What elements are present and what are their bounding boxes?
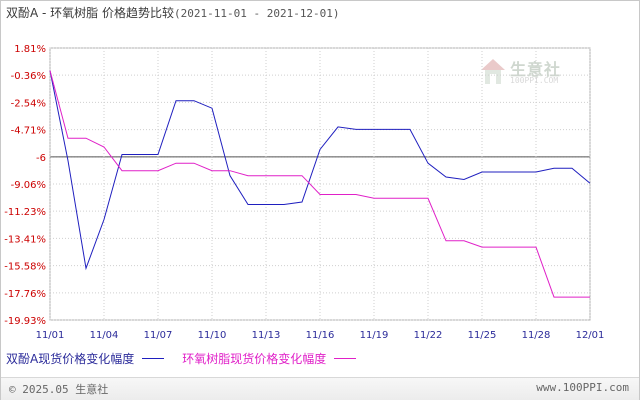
grid — [49, 47, 591, 321]
watermark-url: 100PPI.COM — [510, 76, 559, 85]
line-chart: 1.81% -0.36% -2.54% -4.71% -6 -9.06% -11.23% -1… — [4, 44, 605, 341]
x-tick-label: 11/04 — [90, 330, 119, 341]
y-tick-label: -19.93% — [4, 316, 46, 327]
series-line-1 — [49, 70, 591, 271]
x-tick-label: 11/19 — [360, 330, 389, 341]
footer-copyright: © 2025.05 生意社 — [9, 383, 109, 396]
y-axis-ticks: 1.81% -0.36% -2.54% -4.71% -6 -9.06% -11.23% -1… — [4, 44, 46, 327]
legend-label-series2: 环氧树脂现货价格变化幅度 — [182, 352, 327, 366]
chart-title: 双酚A - 环氧树脂 价格趋势比较(2021-11-01 - 2021-12-0… — [6, 4, 340, 21]
x-axis-ticks: 11/01 11/04 11/07 11/10 11/13 11/16 11/19 11/22… — [36, 330, 605, 341]
x-tick-label: 11/25 — [468, 330, 497, 341]
y-tick-label: -2.54% — [11, 98, 46, 109]
legend: 双酚A现货价格变化幅度 环氧树脂现货价格变化幅度 — [6, 350, 374, 367]
series-lines — [49, 70, 591, 298]
x-tick-label: 11/07 — [144, 330, 173, 341]
legend-item-series1: 双酚A现货价格变化幅度 — [6, 350, 165, 367]
y-tick-label: -11.23% — [4, 207, 46, 218]
y-tick-label: -17.76% — [4, 289, 46, 300]
x-tick-label: 12/01 — [576, 330, 605, 341]
y-tick-label: -15.58% — [4, 262, 46, 273]
legend-swatch-series1 — [142, 358, 165, 359]
y-tick-label: -9.06% — [11, 180, 46, 191]
footer-bar: © 2025.05 生意社 www.100PPI.com — [1, 377, 639, 400]
legend-swatch-series2 — [334, 358, 357, 359]
y-tick-label: -6 — [36, 153, 46, 164]
series-line-2 — [49, 70, 590, 298]
y-tick-label: -0.36% — [11, 71, 46, 82]
x-tick-label: 11/13 — [252, 330, 281, 341]
x-tick-label: 11/01 — [36, 330, 65, 341]
watermark: 生意社 100PPI.COM — [478, 54, 578, 94]
date-range: (2021-11-01 - 2021-12-01) — [173, 7, 340, 20]
y-tick-label: -4.71% — [11, 126, 46, 137]
title-text: 双酚A - 环氧树脂 价格趋势比较 — [6, 6, 174, 20]
x-tick-label: 11/16 — [306, 330, 335, 341]
x-tick-label: 11/28 — [522, 330, 551, 341]
x-tick-label: 11/10 — [198, 330, 227, 341]
y-tick-label: -13.41% — [4, 234, 46, 245]
y-tick-label: 1.81% — [14, 44, 46, 55]
watermark-brand: 生意社 — [510, 60, 562, 79]
x-tick-label: 11/22 — [414, 330, 443, 341]
footer-site-link[interactable]: www.100PPI.com — [536, 381, 629, 394]
house-logo-icon — [481, 59, 505, 84]
legend-label-series1: 双酚A现货价格变化幅度 — [6, 352, 135, 366]
legend-item-series2: 环氧树脂现货价格变化幅度 — [182, 350, 357, 367]
